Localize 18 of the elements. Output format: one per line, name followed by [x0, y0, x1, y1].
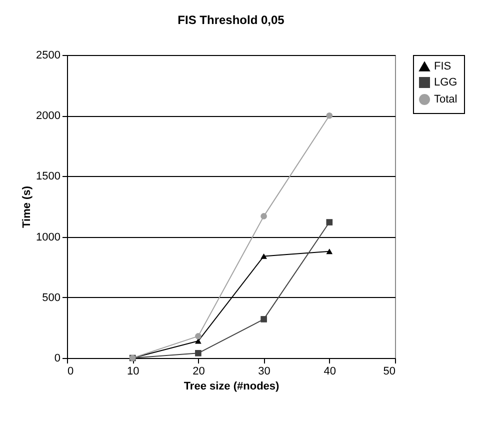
x-tick-label: 10 [126, 366, 140, 378]
y-tick-label: 1000 [36, 231, 60, 244]
y-tick-label: 0 [54, 352, 60, 364]
y-tick-label: 2500 [36, 50, 60, 62]
y-tick-label: 1500 [36, 170, 60, 183]
legend-label: FIS [434, 60, 452, 72]
legend-label: Total [434, 94, 458, 106]
chart-title: FIS Threshold 0,05 [178, 13, 285, 27]
x-tick-label: 30 [258, 366, 270, 378]
x-tick-label: 0 [68, 366, 74, 378]
legend-label: LGG [434, 76, 458, 88]
x-tick-label: 20 [192, 366, 205, 378]
x-tick-label: 50 [383, 366, 396, 378]
x-axis-title: Tree size (#nodes) [184, 380, 280, 392]
x-tick-label: 40 [324, 366, 336, 378]
y-tick-label: 2000 [36, 110, 60, 122]
y-tick-label: 500 [42, 292, 60, 304]
y-axis-title: Time (s) [21, 186, 34, 228]
